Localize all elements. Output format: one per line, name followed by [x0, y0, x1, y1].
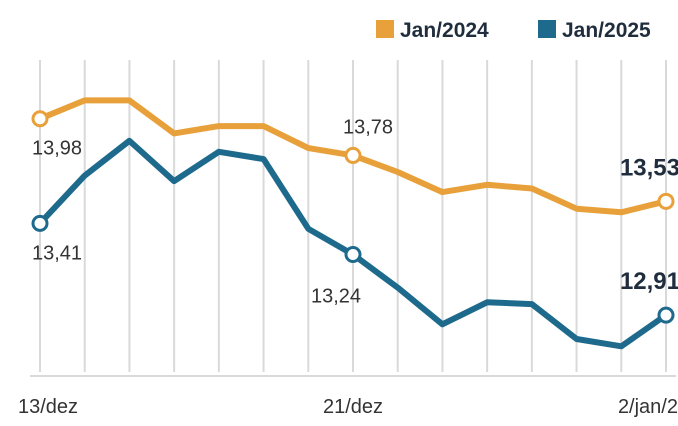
data-point-marker	[344, 246, 362, 264]
data-label: 13,24	[311, 286, 361, 308]
x-tick-label: 2/jan/2	[618, 396, 678, 418]
data-point-marker	[657, 192, 675, 210]
data-label: 13,98	[32, 138, 82, 160]
legend-swatch-jan2024	[376, 20, 394, 38]
data-label: 13,78	[343, 116, 393, 138]
legend-label-jan2024: Jan/2024	[400, 19, 489, 42]
grid	[30, 60, 676, 377]
series-markers	[31, 110, 675, 324]
data-label: 13,53	[620, 154, 678, 181]
data-point-marker	[31, 214, 49, 232]
legend-swatch-jan2025	[538, 20, 556, 38]
legend: Jan/2024 Jan/2025	[376, 19, 651, 42]
data-labels: 13,98 13,78 13,53 13,41 13,24 12,91	[32, 116, 678, 307]
x-tick-label: 13/dez	[18, 396, 78, 418]
data-label: 12,91	[620, 268, 678, 295]
legend-label-jan2025: Jan/2025	[562, 19, 651, 42]
data-point-marker	[344, 146, 362, 164]
x-axis: 13/dez 21/dez 2/jan/2	[18, 396, 678, 418]
data-label: 13,41	[32, 242, 82, 264]
data-point-marker	[657, 306, 675, 324]
data-point-marker	[31, 110, 49, 128]
x-tick-label: 21/dez	[323, 396, 383, 418]
